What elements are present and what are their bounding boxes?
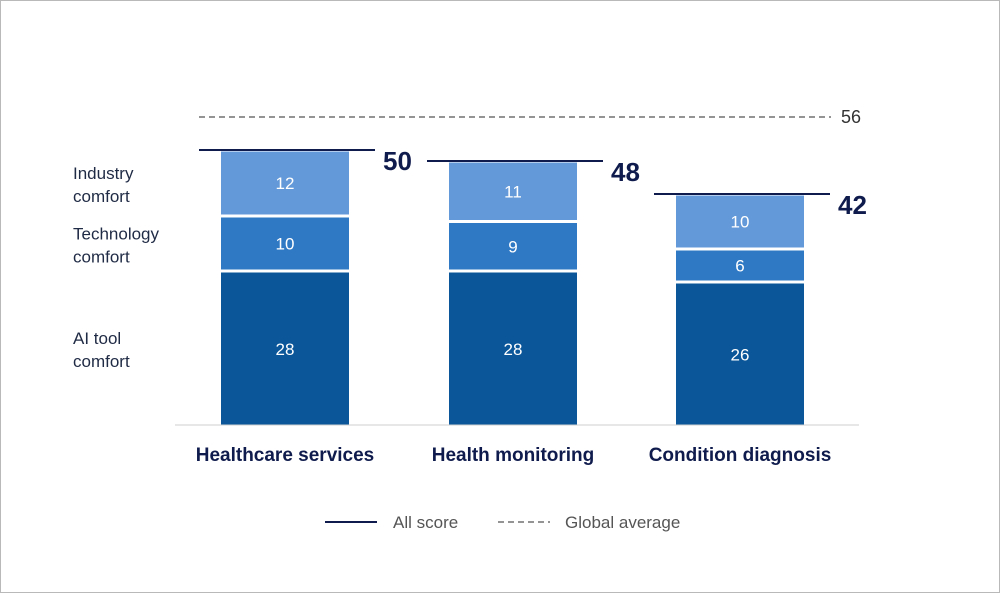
segment-value-label: 12 — [276, 174, 295, 193]
segment-value-label: 26 — [731, 345, 750, 364]
legend-item-label: All score — [393, 513, 458, 532]
total-score-label: 42 — [838, 190, 867, 220]
bar-segment-3-2 — [676, 250, 804, 281]
bar-segment-1-3 — [221, 151, 349, 215]
category-label: Condition diagnosis — [649, 445, 832, 466]
series-label: AI tool comfort — [73, 329, 130, 371]
bar-segment-1-2 — [221, 217, 349, 270]
bar-segment-2-2 — [449, 223, 577, 270]
bar-segment-2-3 — [449, 162, 577, 220]
series-label: Technology comfort — [73, 225, 160, 267]
category-label: Health monitoring — [432, 445, 595, 466]
segment-value-label: 28 — [504, 340, 523, 359]
segment-value-label: 11 — [504, 182, 522, 201]
bar-segment-3-3 — [676, 195, 804, 248]
segment-value-label: 28 — [276, 340, 295, 359]
bar-segment-3-1 — [676, 283, 804, 425]
segment-value-label: 6 — [735, 257, 744, 276]
legend-item-label: Global average — [565, 513, 680, 532]
segment-value-label: 10 — [731, 213, 750, 232]
total-score-label: 50 — [383, 146, 412, 176]
total-score-label: 48 — [611, 157, 640, 187]
series-label: Industry comfort — [73, 164, 134, 206]
bar-segment-2-1 — [449, 272, 577, 425]
global-average-label: 56 — [841, 107, 861, 127]
category-label: Healthcare services — [196, 445, 375, 466]
segment-value-label: 9 — [508, 237, 517, 256]
segment-value-label: 10 — [276, 235, 295, 254]
bar-segment-1-1 — [221, 272, 349, 425]
